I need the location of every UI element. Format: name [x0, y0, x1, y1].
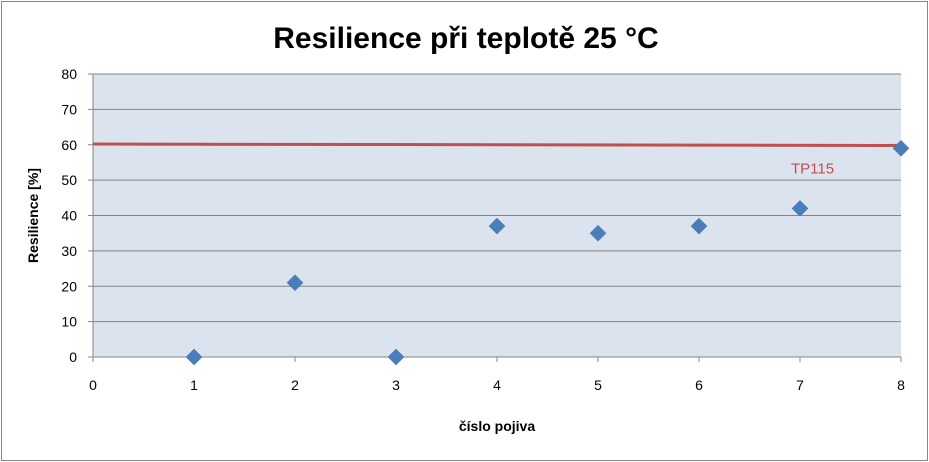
y-tick-label: 10 [61, 314, 77, 330]
y-tick-label: 70 [61, 101, 77, 117]
y-tick-label: 50 [61, 172, 77, 188]
x-tick-label: 1 [190, 377, 198, 393]
data-point [690, 217, 708, 235]
x-tick-label: 0 [89, 377, 97, 393]
plot-area: 0 10 20 30 40 50 60 70 80 0 1 2 3 4 5 6 7 8 TP115 [61, 66, 910, 393]
x-tick-label: 4 [493, 377, 501, 393]
y-tick-label: 60 [61, 137, 77, 153]
reference-line-label: TP115 [791, 160, 834, 177]
data-point [286, 274, 304, 292]
data-point [488, 217, 506, 235]
x-tick-label: 3 [392, 377, 400, 393]
x-tick-label: 5 [594, 377, 602, 393]
x-tick-label: 7 [796, 377, 804, 393]
y-tick-label: 40 [61, 208, 77, 224]
y-tick-label: 30 [61, 243, 77, 259]
data-point [791, 200, 809, 217]
data-point [387, 348, 405, 366]
chart-title: Resilience při teplotě 25 °C [273, 22, 658, 55]
y-tick-label: 80 [61, 66, 77, 82]
data-point [892, 139, 910, 157]
x-tick-label: 8 [897, 377, 905, 393]
reference-line-tp115 [92, 142, 902, 147]
data-point [185, 348, 203, 366]
x-axis-title: číslo pojiva [459, 418, 535, 434]
y-tick-label: 20 [61, 278, 77, 294]
x-tick-label: 2 [291, 377, 299, 393]
y-axis-title: Resilience [%] [25, 168, 41, 263]
x-tick-label: 6 [695, 377, 703, 393]
y-tick-label: 0 [69, 349, 77, 365]
data-point [589, 224, 607, 242]
